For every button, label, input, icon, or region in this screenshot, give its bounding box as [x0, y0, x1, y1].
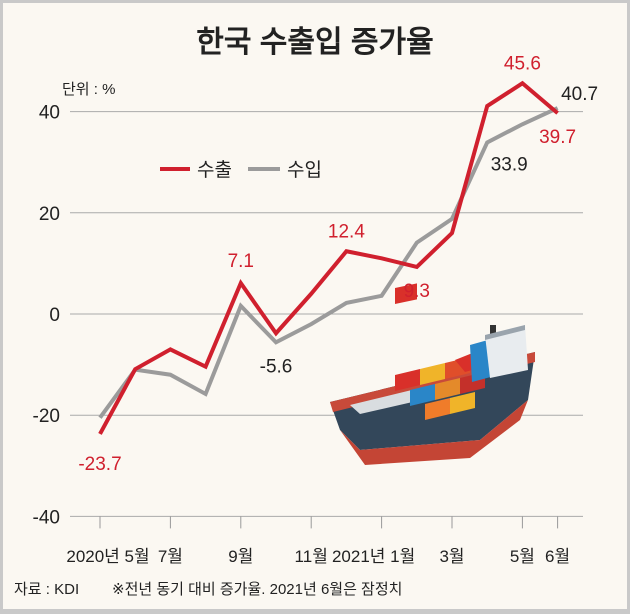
- x-tick-label: 11월: [295, 547, 328, 566]
- legend: 수출 수입: [160, 159, 322, 181]
- chart-frame: 한국 수출입 증가율 단위 : % 40 20 0 -20 -40 2020년 5월 7월 9…: [3, 3, 627, 609]
- chart-title: 한국 수출입 증가율: [196, 26, 433, 59]
- export-data-label: 45.6: [504, 53, 541, 74]
- import-data-label: 40.7: [561, 84, 598, 105]
- export-data-label: 9.3: [404, 281, 430, 302]
- x-tick-label: 7월: [158, 547, 183, 566]
- import-series-line: [98, 106, 559, 419]
- x-tick-label: 6월: [545, 547, 570, 566]
- export-data-label: -23.7: [78, 454, 121, 475]
- export-series-line: [98, 80, 559, 435]
- unit-label: 단위 : %: [62, 81, 115, 98]
- export-data-label: 12.4: [328, 221, 365, 242]
- x-tick-label: 3월: [439, 547, 464, 566]
- container-ship-illustration: [330, 283, 535, 465]
- y-tick-label: 20: [39, 204, 60, 225]
- source-note: 자료 : KDI: [14, 581, 79, 598]
- import-data-label: -5.6: [260, 356, 293, 377]
- export-data-label: 39.7: [539, 127, 576, 148]
- line-chart: 한국 수출입 증가율 단위 : % 40 20 0 -20 -40 2020년 5월 7월 9…: [14, 26, 598, 598]
- y-tick-label: -40: [33, 507, 60, 528]
- footnote: ※전년 동기 대비 증가율. 2021년 6월은 잠정치: [112, 581, 402, 598]
- x-tick-label: 9월: [228, 547, 253, 566]
- legend-label-import: 수입: [287, 159, 322, 181]
- y-tick-label: -20: [33, 406, 60, 427]
- x-tick-label: 2020년 5월: [66, 547, 149, 566]
- x-tick-label: 2021년 1월: [332, 547, 415, 566]
- legend-label-export: 수출: [197, 159, 232, 181]
- y-tick-label: 40: [39, 103, 60, 124]
- y-tick-label: 0: [49, 305, 60, 326]
- import-data-label: 33.9: [491, 154, 528, 175]
- x-tick-label: 5월: [510, 547, 535, 566]
- export-data-label: 7.1: [228, 251, 254, 272]
